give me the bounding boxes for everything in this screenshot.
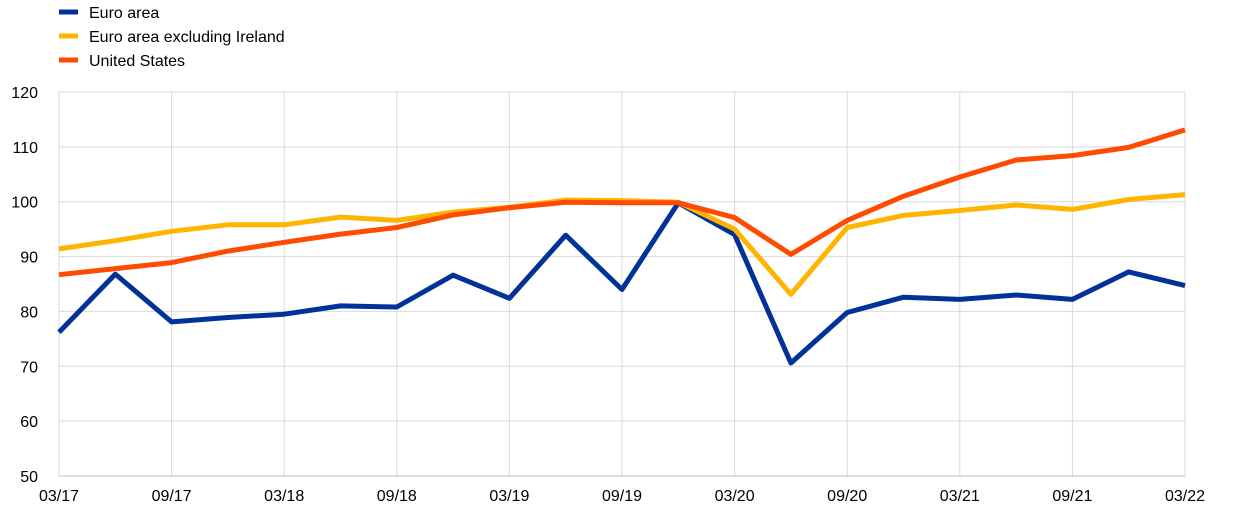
x-tick-label: 03/21 [940,488,980,505]
legend-swatch [59,33,78,39]
x-tick-label: 03/18 [264,488,304,505]
series-line-2 [58,127,1186,278]
y-tick-label: 70 [20,359,38,376]
y-tick-label: 80 [20,304,38,321]
x-tick-label: 03/17 [39,488,79,505]
x-tick-label: 09/20 [827,488,867,505]
x-tick-label: 03/22 [1165,488,1205,505]
legend-label: Euro area excluding Ireland [89,29,285,46]
legend-label: United States [89,53,185,70]
y-tick-label: 100 [11,195,38,212]
x-tick-label: 09/17 [152,488,192,505]
legend: Euro area Euro area excluding Ireland Unit… [59,5,285,70]
y-tick-label: 90 [20,250,38,267]
x-tick-label: 03/19 [489,488,529,505]
legend-swatch [59,9,78,15]
x-tick-label: 09/18 [377,488,417,505]
y-tick-label: 50 [20,469,38,486]
series-lines [57,127,1186,366]
y-tick-label: 120 [11,85,38,102]
x-tick-label: 09/19 [602,488,642,505]
x-tick-label: 03/20 [715,488,755,505]
y-tick-label: 110 [12,140,38,157]
x-tick-label: 09/21 [1052,488,1092,505]
series-line-0 [57,200,1186,366]
grid [58,91,1186,476]
axes: 50 60 70 80 90 100 110 120 03/17 09/17 03/18 09/18 0… [11,85,1205,505]
y-tick-label: 60 [20,414,38,431]
legend-swatch [59,57,78,63]
legend-label: Euro area [89,5,159,22]
